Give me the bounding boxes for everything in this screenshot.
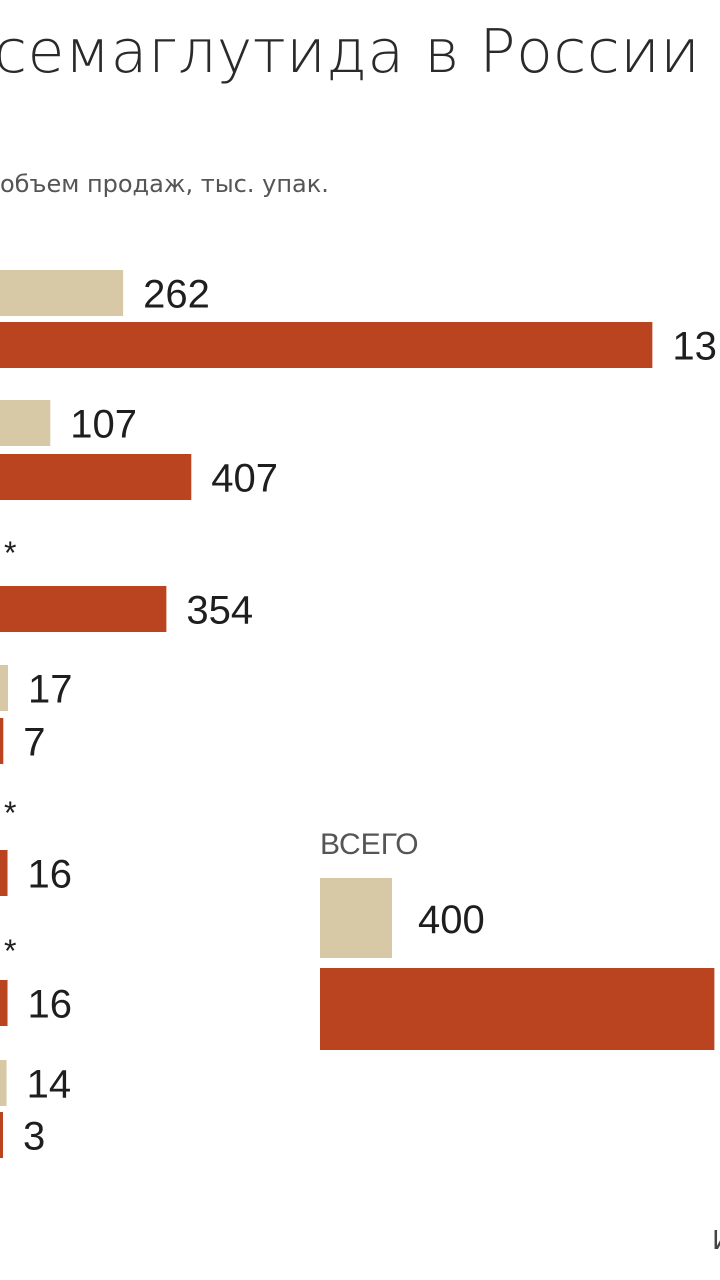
value-label: 17 [28, 667, 73, 711]
bar-a-6 [0, 1060, 7, 1106]
value-label: 407 [211, 456, 278, 500]
value-label: 16 [28, 982, 73, 1026]
bar-b-1 [0, 454, 192, 500]
value-label: 107 [70, 402, 137, 446]
value-label: 7 [23, 720, 45, 764]
bar-b-0 [0, 322, 653, 368]
value-label: 13 [672, 324, 717, 368]
total-bar-b [320, 968, 715, 1050]
bar-b-6 [0, 1112, 3, 1158]
value-label: 262 [143, 272, 210, 316]
chart-subtitle: объем продаж, тыс. упак. [0, 170, 329, 198]
value-label: 354 [186, 588, 253, 632]
total-label: ВСЕГО [320, 828, 419, 861]
bar-a-0 [0, 270, 124, 316]
bar-b-5 [0, 980, 8, 1026]
footnote-marker: * [4, 535, 16, 571]
total-bar-a [320, 878, 392, 958]
footnote-marker: * [4, 933, 16, 969]
value-label: 3 [23, 1114, 45, 1158]
source-note: И [712, 1228, 720, 1254]
bar-a-3 [0, 665, 8, 711]
chart-title: семаглутида в России [0, 17, 701, 87]
bar-b-3 [0, 718, 4, 764]
value-label: 14 [27, 1062, 72, 1106]
footnote-marker: * [4, 795, 16, 831]
bar-b-4 [0, 850, 8, 896]
bar-a-1 [0, 400, 51, 446]
bar-b-2 [0, 586, 167, 632]
total-value-label: 400 [418, 898, 485, 942]
value-label: 16 [28, 852, 73, 896]
